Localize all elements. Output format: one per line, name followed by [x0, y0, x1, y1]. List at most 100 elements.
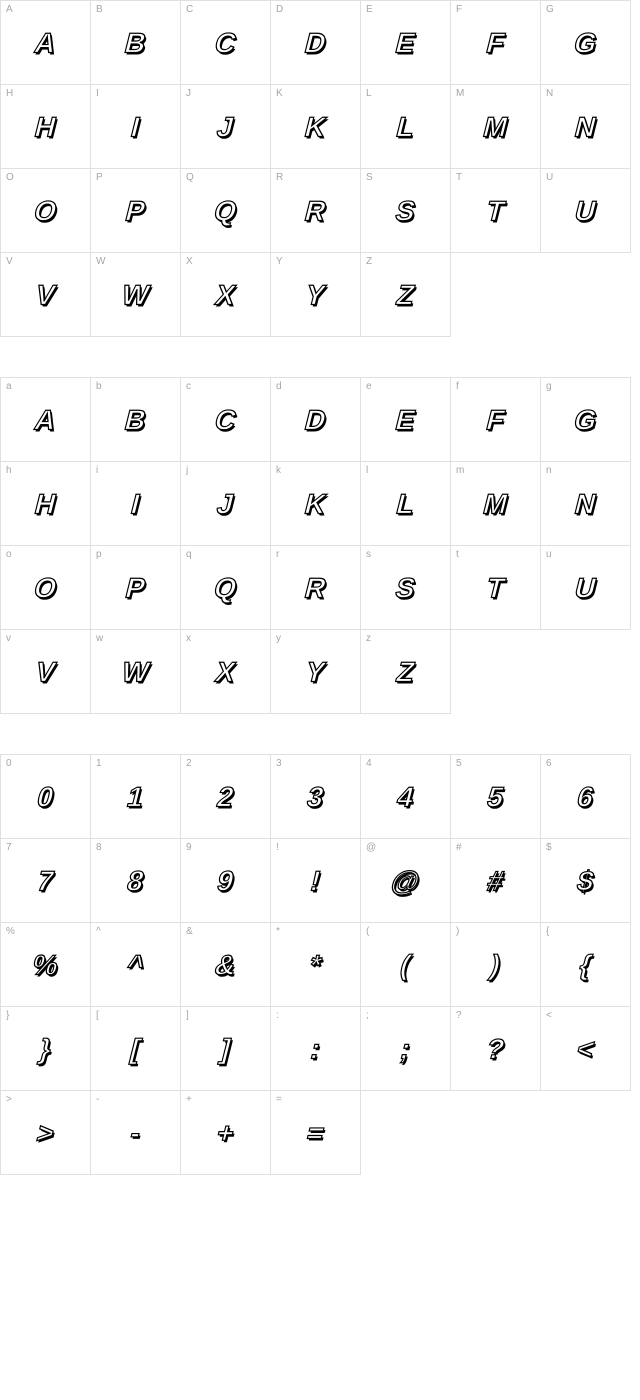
- cell-glyph: 6: [573, 781, 598, 813]
- glyph-cell: --: [91, 1091, 181, 1175]
- glyph-cell: kK: [271, 462, 361, 546]
- cell-label: Z: [366, 256, 372, 267]
- cell-label: ): [456, 926, 459, 937]
- cell-glyph: Z: [392, 279, 418, 311]
- cell-label: 3: [276, 758, 282, 769]
- glyph-cell: 33: [271, 755, 361, 839]
- cell-label: 4: [366, 758, 372, 769]
- cell-label: ]: [186, 1010, 189, 1021]
- cell-label: q: [186, 549, 192, 560]
- cell-label: h: [6, 465, 12, 476]
- cell-label: A: [6, 4, 13, 15]
- cell-label: 6: [546, 758, 552, 769]
- cell-label: F: [456, 4, 462, 15]
- glyph-cell: &&: [181, 923, 271, 1007]
- cell-label: N: [546, 88, 553, 99]
- cell-label: }: [6, 1010, 9, 1021]
- glyph-cell: )): [451, 923, 541, 1007]
- cell-glyph: Q: [210, 572, 241, 604]
- glyph-cell: eE: [361, 378, 451, 462]
- cell-glyph: Y: [302, 279, 330, 311]
- glyph-cell: gG: [541, 378, 631, 462]
- empty-cell: [451, 253, 541, 337]
- glyph-cell: sS: [361, 546, 451, 630]
- empty-cell: [451, 630, 541, 714]
- cell-label: Q: [186, 172, 194, 183]
- cell-glyph: D: [301, 27, 330, 59]
- glyph-cell: ZZ: [361, 253, 451, 337]
- cell-label: t: [456, 549, 459, 560]
- cell-label: {: [546, 926, 549, 937]
- cell-label: a: [6, 381, 12, 392]
- glyph-cell: PP: [91, 169, 181, 253]
- glyph-cell: iI: [91, 462, 181, 546]
- glyph-cell: nN: [541, 462, 631, 546]
- cell-glyph: ]: [216, 1033, 234, 1065]
- cell-glyph: $: [573, 865, 598, 897]
- cell-glyph: }: [36, 1033, 56, 1065]
- uppercase-chart: AABBCCDDEEFFGGHHIIJJKKLLMMNNOOPPQQRRSSTT…: [0, 0, 631, 337]
- cell-glyph: U: [571, 572, 600, 604]
- cell-glyph: H: [31, 488, 60, 520]
- cell-label: $: [546, 842, 552, 853]
- glyph-cell: !!: [271, 839, 361, 923]
- glyph-cell: XX: [181, 253, 271, 337]
- cell-label: 5: [456, 758, 462, 769]
- glyph-cell: xX: [181, 630, 271, 714]
- glyph-cell: 00: [1, 755, 91, 839]
- glyph-cell: II: [91, 85, 181, 169]
- cell-glyph: J: [213, 488, 238, 520]
- cell-glyph: ^: [123, 949, 148, 981]
- cell-label: T: [456, 172, 462, 183]
- cell-label: v: [6, 633, 11, 644]
- cell-glyph: S: [392, 572, 420, 604]
- cell-label: e: [366, 381, 372, 392]
- glyph-cell: dD: [271, 378, 361, 462]
- cell-label: W: [96, 256, 105, 267]
- glyph-cell: ;;: [361, 1007, 451, 1091]
- glyph-cell: tT: [451, 546, 541, 630]
- glyph-cell: TT: [451, 169, 541, 253]
- cell-label: ?: [456, 1010, 462, 1021]
- glyph-cell: HH: [1, 85, 91, 169]
- cell-glyph: (: [396, 949, 414, 981]
- empty-cell: [451, 1091, 541, 1175]
- cell-label: o: [6, 549, 12, 560]
- glyph-cell: vV: [1, 630, 91, 714]
- glyph-cell: yY: [271, 630, 361, 714]
- glyph-cell: EE: [361, 1, 451, 85]
- cell-glyph: 4: [393, 781, 418, 813]
- glyph-cell: 88: [91, 839, 181, 923]
- cell-glyph: ?: [482, 1033, 508, 1065]
- cell-glyph: @: [387, 865, 423, 897]
- cell-glyph: <: [573, 1033, 598, 1065]
- cell-label: K: [276, 88, 283, 99]
- glyph-cell: %%: [1, 923, 91, 1007]
- glyph-cell: mM: [451, 462, 541, 546]
- cell-glyph: O: [30, 195, 61, 227]
- cell-label: k: [276, 465, 281, 476]
- cell-label: ;: [366, 1010, 369, 1021]
- glyph-cell: bB: [91, 378, 181, 462]
- cell-glyph: D: [301, 404, 330, 436]
- cell-label: z: [366, 633, 371, 644]
- glyph-cell: lL: [361, 462, 451, 546]
- glyph-cell: jJ: [181, 462, 271, 546]
- cell-glyph: Z: [392, 656, 418, 688]
- cell-label: B: [96, 4, 103, 15]
- glyph-cell: RR: [271, 169, 361, 253]
- cell-glyph: G: [570, 404, 601, 436]
- glyph-cell: {{: [541, 923, 631, 1007]
- empty-cell: [361, 1091, 451, 1175]
- cell-label: L: [366, 88, 372, 99]
- glyph-cell: ((: [361, 923, 451, 1007]
- cell-label: b: [96, 381, 102, 392]
- empty-cell: [541, 1091, 631, 1175]
- cell-glyph: N: [571, 111, 600, 143]
- glyph-cell: fF: [451, 378, 541, 462]
- cell-glyph: 5: [483, 781, 508, 813]
- glyph-cell: oO: [1, 546, 91, 630]
- cell-glyph: P: [122, 195, 150, 227]
- cell-glyph: >: [33, 1117, 58, 1149]
- cell-glyph: 3: [303, 781, 328, 813]
